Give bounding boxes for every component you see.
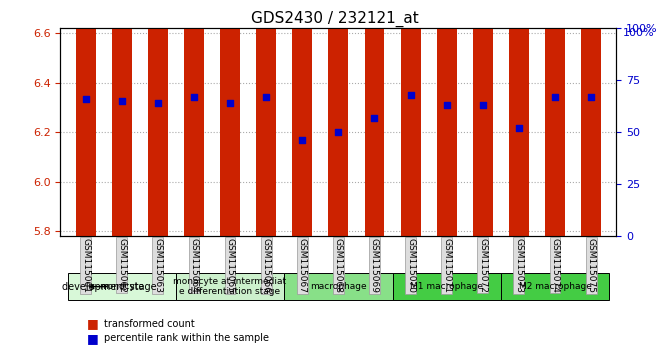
Text: GSM115062: GSM115062 [117,238,126,292]
Text: percentile rank within the sample: percentile rank within the sample [104,333,269,343]
Bar [112,0,131,236]
Text: transformed count: transformed count [104,319,194,329]
Point [513,125,524,131]
Bar [220,0,240,236]
FancyBboxPatch shape [284,273,393,300]
Bar [545,0,565,236]
Point [188,94,199,100]
Point [297,138,308,143]
Text: monocyte at intermediat
e differentiation stage: monocyte at intermediat e differentiatio… [174,277,287,296]
Text: GSM115069: GSM115069 [370,238,379,293]
Text: GSM115072: GSM115072 [478,238,487,292]
Text: GSM115070: GSM115070 [406,238,415,293]
Text: GSM115068: GSM115068 [334,238,343,293]
Point [405,92,416,98]
Text: GSM115071: GSM115071 [442,238,451,293]
Point [586,94,596,100]
Point [80,96,91,102]
Point [442,102,452,108]
FancyBboxPatch shape [68,273,176,300]
FancyBboxPatch shape [393,273,501,300]
Text: M2 macrophage: M2 macrophage [519,282,592,291]
Text: GSM115066: GSM115066 [261,238,271,293]
Point [224,100,235,106]
Point [261,94,271,100]
Text: GSM115075: GSM115075 [587,238,596,293]
Bar [292,0,312,236]
Text: GSM115063: GSM115063 [153,238,162,293]
Text: GSM115065: GSM115065 [226,238,234,293]
Text: ■: ■ [87,332,99,344]
Y-axis label: 100%: 100% [623,28,655,38]
Point [117,98,127,104]
Point [333,129,344,135]
Bar [401,0,421,236]
Text: GSM115074: GSM115074 [551,238,559,292]
Point [549,94,560,100]
Text: monocyte: monocyte [99,282,144,291]
Bar [184,0,204,236]
Text: development stage: development stage [62,282,157,292]
Point [369,115,380,120]
Text: GSM115067: GSM115067 [297,238,307,293]
Text: ■: ■ [87,318,99,330]
Bar [148,0,168,236]
Bar [509,0,529,236]
Text: GSM115064: GSM115064 [190,238,198,292]
Point [478,102,488,108]
Bar [256,0,276,236]
FancyBboxPatch shape [176,273,284,300]
Text: GDS2430 / 232121_at: GDS2430 / 232121_at [251,11,419,27]
Point [153,100,163,106]
FancyBboxPatch shape [501,273,609,300]
Text: macrophage: macrophage [310,282,366,291]
Bar [437,0,457,236]
Bar [581,0,601,236]
Bar [473,0,492,236]
Text: GSM115061: GSM115061 [81,238,90,293]
Text: GSM115073: GSM115073 [515,238,523,293]
Text: M1 macrophage: M1 macrophage [410,282,483,291]
Bar [328,0,348,236]
Bar [76,0,96,236]
Bar [364,0,385,236]
